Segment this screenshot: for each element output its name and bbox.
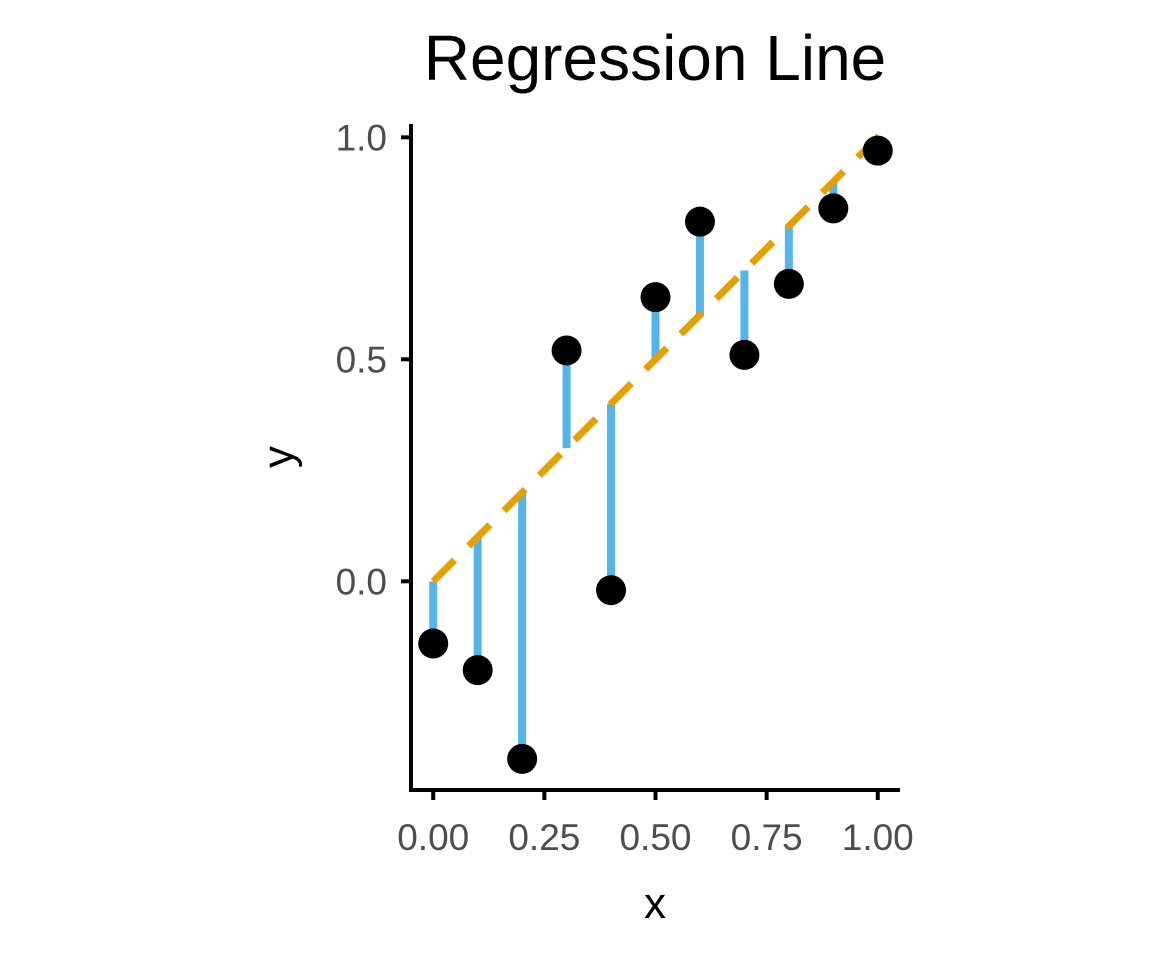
y-tick-label: 0.0 — [336, 561, 387, 602]
data-points — [418, 135, 893, 774]
data-point — [640, 282, 671, 313]
data-point — [773, 268, 804, 299]
data-point — [729, 339, 760, 370]
x-tick-label: 1.00 — [842, 817, 914, 858]
residual-segments — [429, 137, 882, 759]
y-ticks: 0.0 0.5 1.0 — [336, 117, 411, 602]
x-tick-label: 0.75 — [731, 817, 803, 858]
chart-title: Regression Line — [424, 22, 887, 94]
data-point — [418, 628, 449, 659]
data-point — [462, 655, 493, 686]
x-axis-label: x — [644, 879, 666, 928]
data-point — [818, 193, 849, 224]
y-tick-label: 1.0 — [336, 117, 387, 158]
data-point — [551, 335, 582, 366]
x-tick-label: 0.50 — [619, 817, 691, 858]
x-tick-label: 0.00 — [397, 817, 469, 858]
regression-line — [430, 121, 894, 584]
x-ticks: 0.00 0.25 0.50 0.75 1.00 — [397, 790, 914, 858]
data-point — [684, 206, 715, 237]
y-tick-label: 0.5 — [336, 339, 387, 380]
data-point — [596, 575, 627, 606]
data-point — [862, 135, 893, 166]
axes — [409, 124, 900, 792]
x-tick-label: 0.25 — [508, 817, 580, 858]
regression-line-layer — [430, 121, 894, 584]
data-point — [507, 743, 538, 774]
y-axis-label: y — [254, 446, 303, 468]
